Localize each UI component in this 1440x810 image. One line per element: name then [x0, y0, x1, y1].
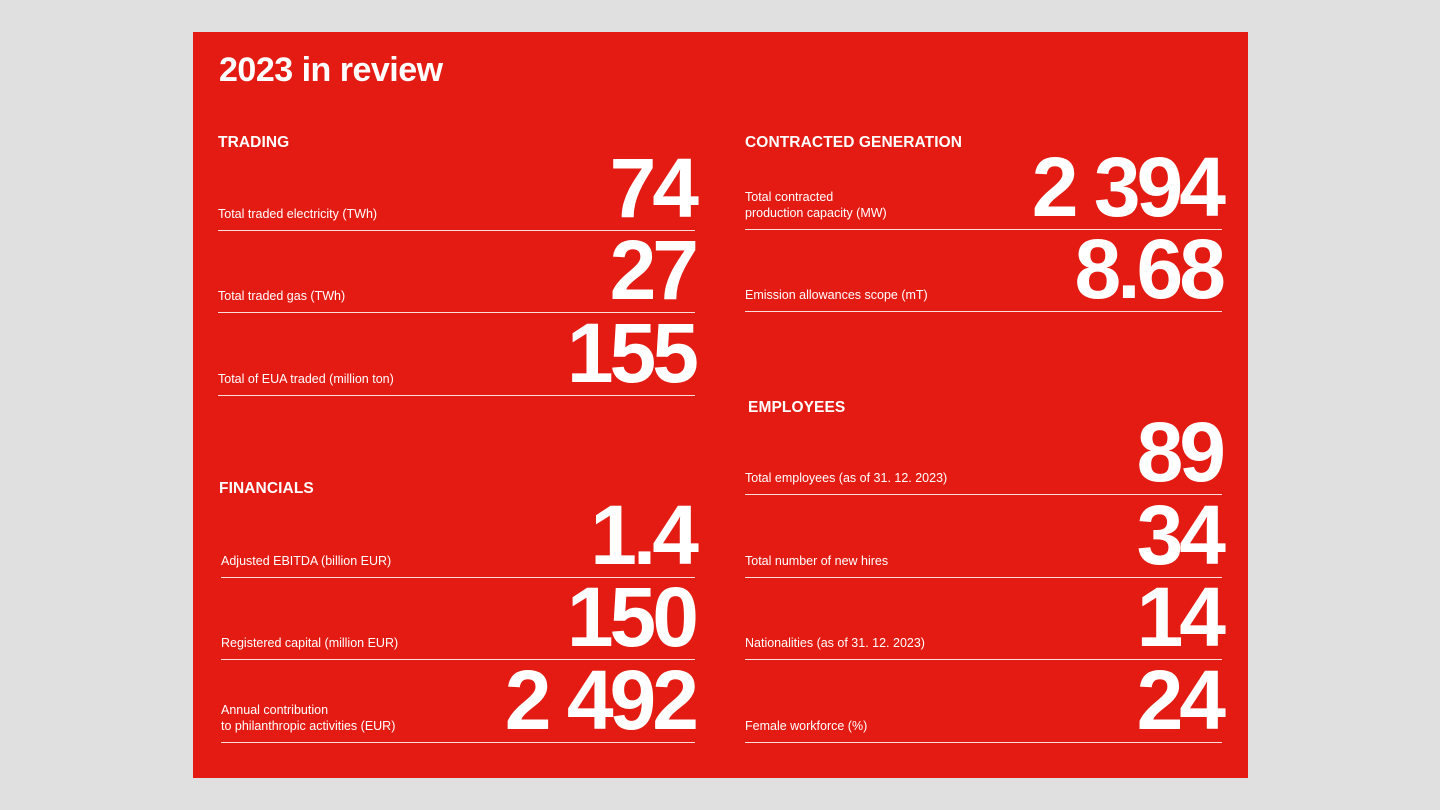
- stat-production-capacity: Total contracted production capacity (MW…: [745, 140, 1226, 234]
- stat-total-employees: Total employees (as of 31. 12. 2023) 89: [745, 405, 1226, 499]
- stat-label: Female workforce (%): [745, 719, 868, 733]
- stat-value: 155: [566, 306, 699, 400]
- stat-value: 27: [609, 223, 699, 317]
- stat-nationalities: Nationalities (as of 31. 12. 2023) 14: [745, 570, 1226, 664]
- stat-emission-allowances: Emission allowances scope (mT) 8.68: [745, 222, 1226, 316]
- stat-eua-traded: Total of EUA traded (million ton) 155: [218, 306, 699, 400]
- stat-label: Nationalities (as of 31. 12. 2023): [745, 636, 925, 650]
- stat-value: 34: [1136, 488, 1226, 582]
- stat-value: 74: [609, 141, 699, 235]
- stat-value: 8.68: [1074, 222, 1226, 316]
- stat-label: Total traded electricity (TWh): [218, 207, 378, 221]
- stat-label: Total traded gas (TWh): [218, 289, 346, 303]
- stat-label: Total number of new hires: [745, 554, 889, 568]
- review-panel: 2023 in review TRADING Total traded elec…: [193, 32, 1248, 778]
- stat-adjusted-ebitda: Adjusted EBITDA (billion EUR) 1.4: [221, 488, 699, 582]
- stat-female-workforce: Female workforce (%) 24: [745, 653, 1226, 747]
- stat-value: 150: [566, 570, 699, 664]
- stat-value: 24: [1136, 653, 1226, 747]
- stat-label: Total employees (as of 31. 12. 2023): [745, 471, 948, 485]
- financials-heading: FINANCIALS: [219, 480, 314, 497]
- stat-traded-electricity: Total traded electricity (TWh) 74: [218, 141, 699, 235]
- stat-value: 14: [1136, 570, 1226, 664]
- stat-traded-gas: Total traded gas (TWh) 27: [218, 223, 699, 317]
- page-title: 2023 in review: [219, 51, 443, 89]
- stat-philanthropic-contribution: Annual contribution to philanthropic act…: [221, 653, 699, 747]
- stat-value: 2 394: [1031, 140, 1226, 234]
- stat-label: Adjusted EBITDA (billion EUR): [221, 554, 392, 568]
- stat-label: Total of EUA traded (million ton): [218, 372, 394, 386]
- generation-heading: CONTRACTED GENERATION: [745, 134, 963, 151]
- stat-value: 89: [1136, 405, 1226, 499]
- stat-value: 2 492: [504, 653, 699, 747]
- stat-registered-capital: Registered capital (million EUR) 150: [221, 570, 699, 664]
- stat-label: Registered capital (million EUR): [221, 636, 399, 650]
- stat-label: Emission allowances scope (mT): [745, 288, 928, 302]
- stat-label: Annual contribution to philanthropic act…: [221, 703, 396, 733]
- trading-heading: TRADING: [218, 134, 290, 151]
- stat-new-hires: Total number of new hires 34: [745, 488, 1226, 582]
- employees-heading: EMPLOYEES: [748, 399, 846, 416]
- stat-value: 1.4: [590, 488, 699, 582]
- stat-label: Total contracted production capacity (MW…: [745, 190, 887, 220]
